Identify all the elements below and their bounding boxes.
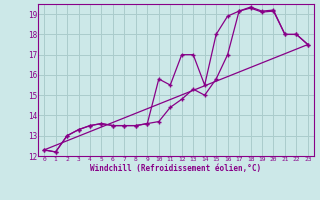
- X-axis label: Windchill (Refroidissement éolien,°C): Windchill (Refroidissement éolien,°C): [91, 164, 261, 173]
